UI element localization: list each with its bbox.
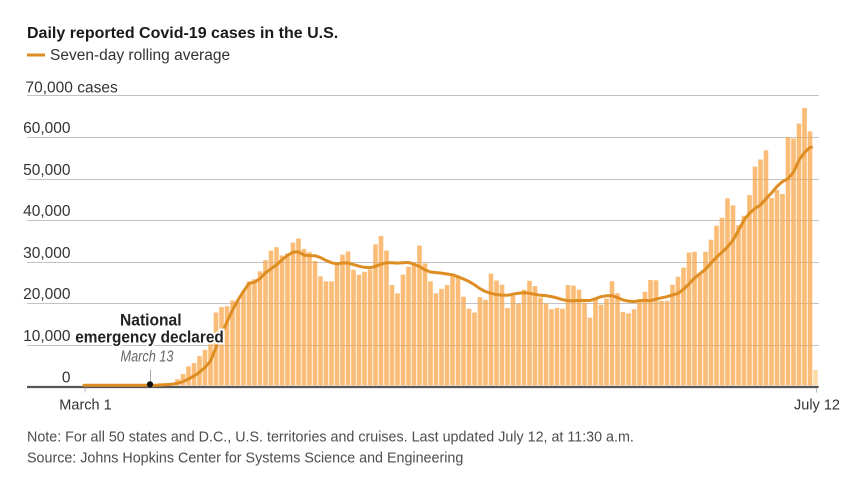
svg-text:40,000: 40,000: [23, 203, 71, 220]
svg-text:emergency declared: emergency declared: [75, 328, 224, 346]
svg-text:Note: For all 50 states and D.: Note: For all 50 states and D.C., U.S. t…: [27, 430, 634, 446]
svg-text:March 13: March 13: [121, 348, 174, 365]
svg-text:70,000 cases: 70,000 cases: [26, 80, 118, 97]
svg-text:10,000: 10,000: [23, 328, 71, 345]
svg-text:Seven-day rolling average: Seven-day rolling average: [50, 47, 230, 64]
svg-text:30,000: 30,000: [23, 245, 71, 262]
svg-text:National: National: [120, 311, 182, 329]
svg-text:March 1: March 1: [59, 398, 111, 414]
svg-text:Source: Johns Hopkins Center f: Source: Johns Hopkins Center for Systems…: [27, 451, 463, 467]
svg-text:60,000: 60,000: [23, 120, 71, 137]
svg-text:20,000: 20,000: [23, 286, 71, 303]
svg-text:Daily reported Covid-19 cases: Daily reported Covid-19 cases in the U.S…: [27, 25, 338, 42]
svg-text:0: 0: [62, 370, 71, 387]
svg-text:July 12: July 12: [794, 398, 840, 414]
svg-text:50,000: 50,000: [23, 162, 71, 179]
